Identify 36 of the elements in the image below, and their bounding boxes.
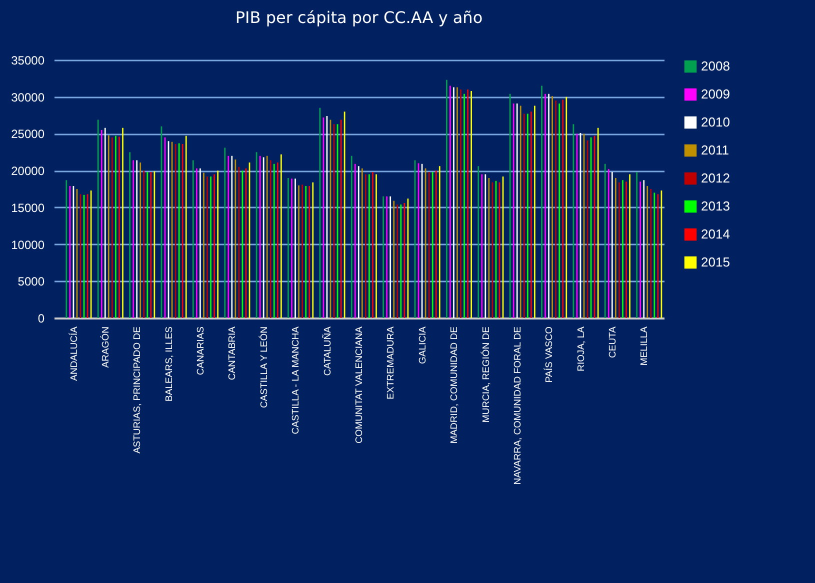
x-tick-label: ANDALUCÍA <box>68 326 80 381</box>
legend-label: 2012 <box>701 170 730 186</box>
x-tick-label: CANTABRIA <box>227 326 238 380</box>
x-tick-label: CASTILLA - LA MANCHA <box>290 326 302 434</box>
y-tick-label: 5000 <box>18 274 45 289</box>
x-tick-label: MELILLA <box>639 326 650 366</box>
legend-label: 2015 <box>701 254 730 270</box>
x-tick-label: MURCIA, REGIÓN DE <box>480 326 492 423</box>
x-tick-label: CASTILLA Y LEÓN <box>258 326 270 408</box>
y-tick-label: 35000 <box>11 54 45 68</box>
x-tick-label: PAÍS VASCO <box>543 326 556 383</box>
y-tick-label: 10000 <box>11 238 45 252</box>
x-tick-label: RIOJA, LA <box>576 326 587 372</box>
legend-label: 2010 <box>701 114 730 130</box>
legend-label: 2013 <box>701 198 730 214</box>
x-tick-label: BALEARS, ILLES <box>164 326 175 402</box>
x-tick-label: CEUTA <box>608 326 619 358</box>
x-tick-label: CATALUÑA <box>321 326 334 376</box>
legend-label: 2014 <box>701 226 730 242</box>
x-tick-label: GALICIA <box>417 326 428 364</box>
x-tick-label: EXTREMADURA <box>386 326 397 400</box>
x-tick-label: COMUNITAT VALENCIANA <box>354 326 365 444</box>
y-tick-label: 15000 <box>11 200 45 215</box>
x-tick-label: ASTURIAS, PRINCIPADO DE <box>132 326 144 454</box>
chart-title: PIB per cápita por CC.AA y año <box>235 8 483 27</box>
x-tick-label: NAVARRA, COMUNIDAD FORAL DE <box>512 326 524 485</box>
legend-label: 2008 <box>701 58 730 74</box>
legend-label: 2011 <box>701 142 729 158</box>
y-tick-label: 30000 <box>11 90 45 104</box>
x-tick-label: MADRID, COMUNIDAD DE <box>449 326 460 444</box>
y-tick-label: 20000 <box>11 164 45 178</box>
legend-label: 2009 <box>701 86 730 102</box>
y-tick-label: 25000 <box>11 127 45 142</box>
x-tick-label: ARAGÓN <box>99 326 112 368</box>
x-tick-label: CANARIAS <box>196 326 207 376</box>
y-tick-label: 0 <box>38 312 45 326</box>
